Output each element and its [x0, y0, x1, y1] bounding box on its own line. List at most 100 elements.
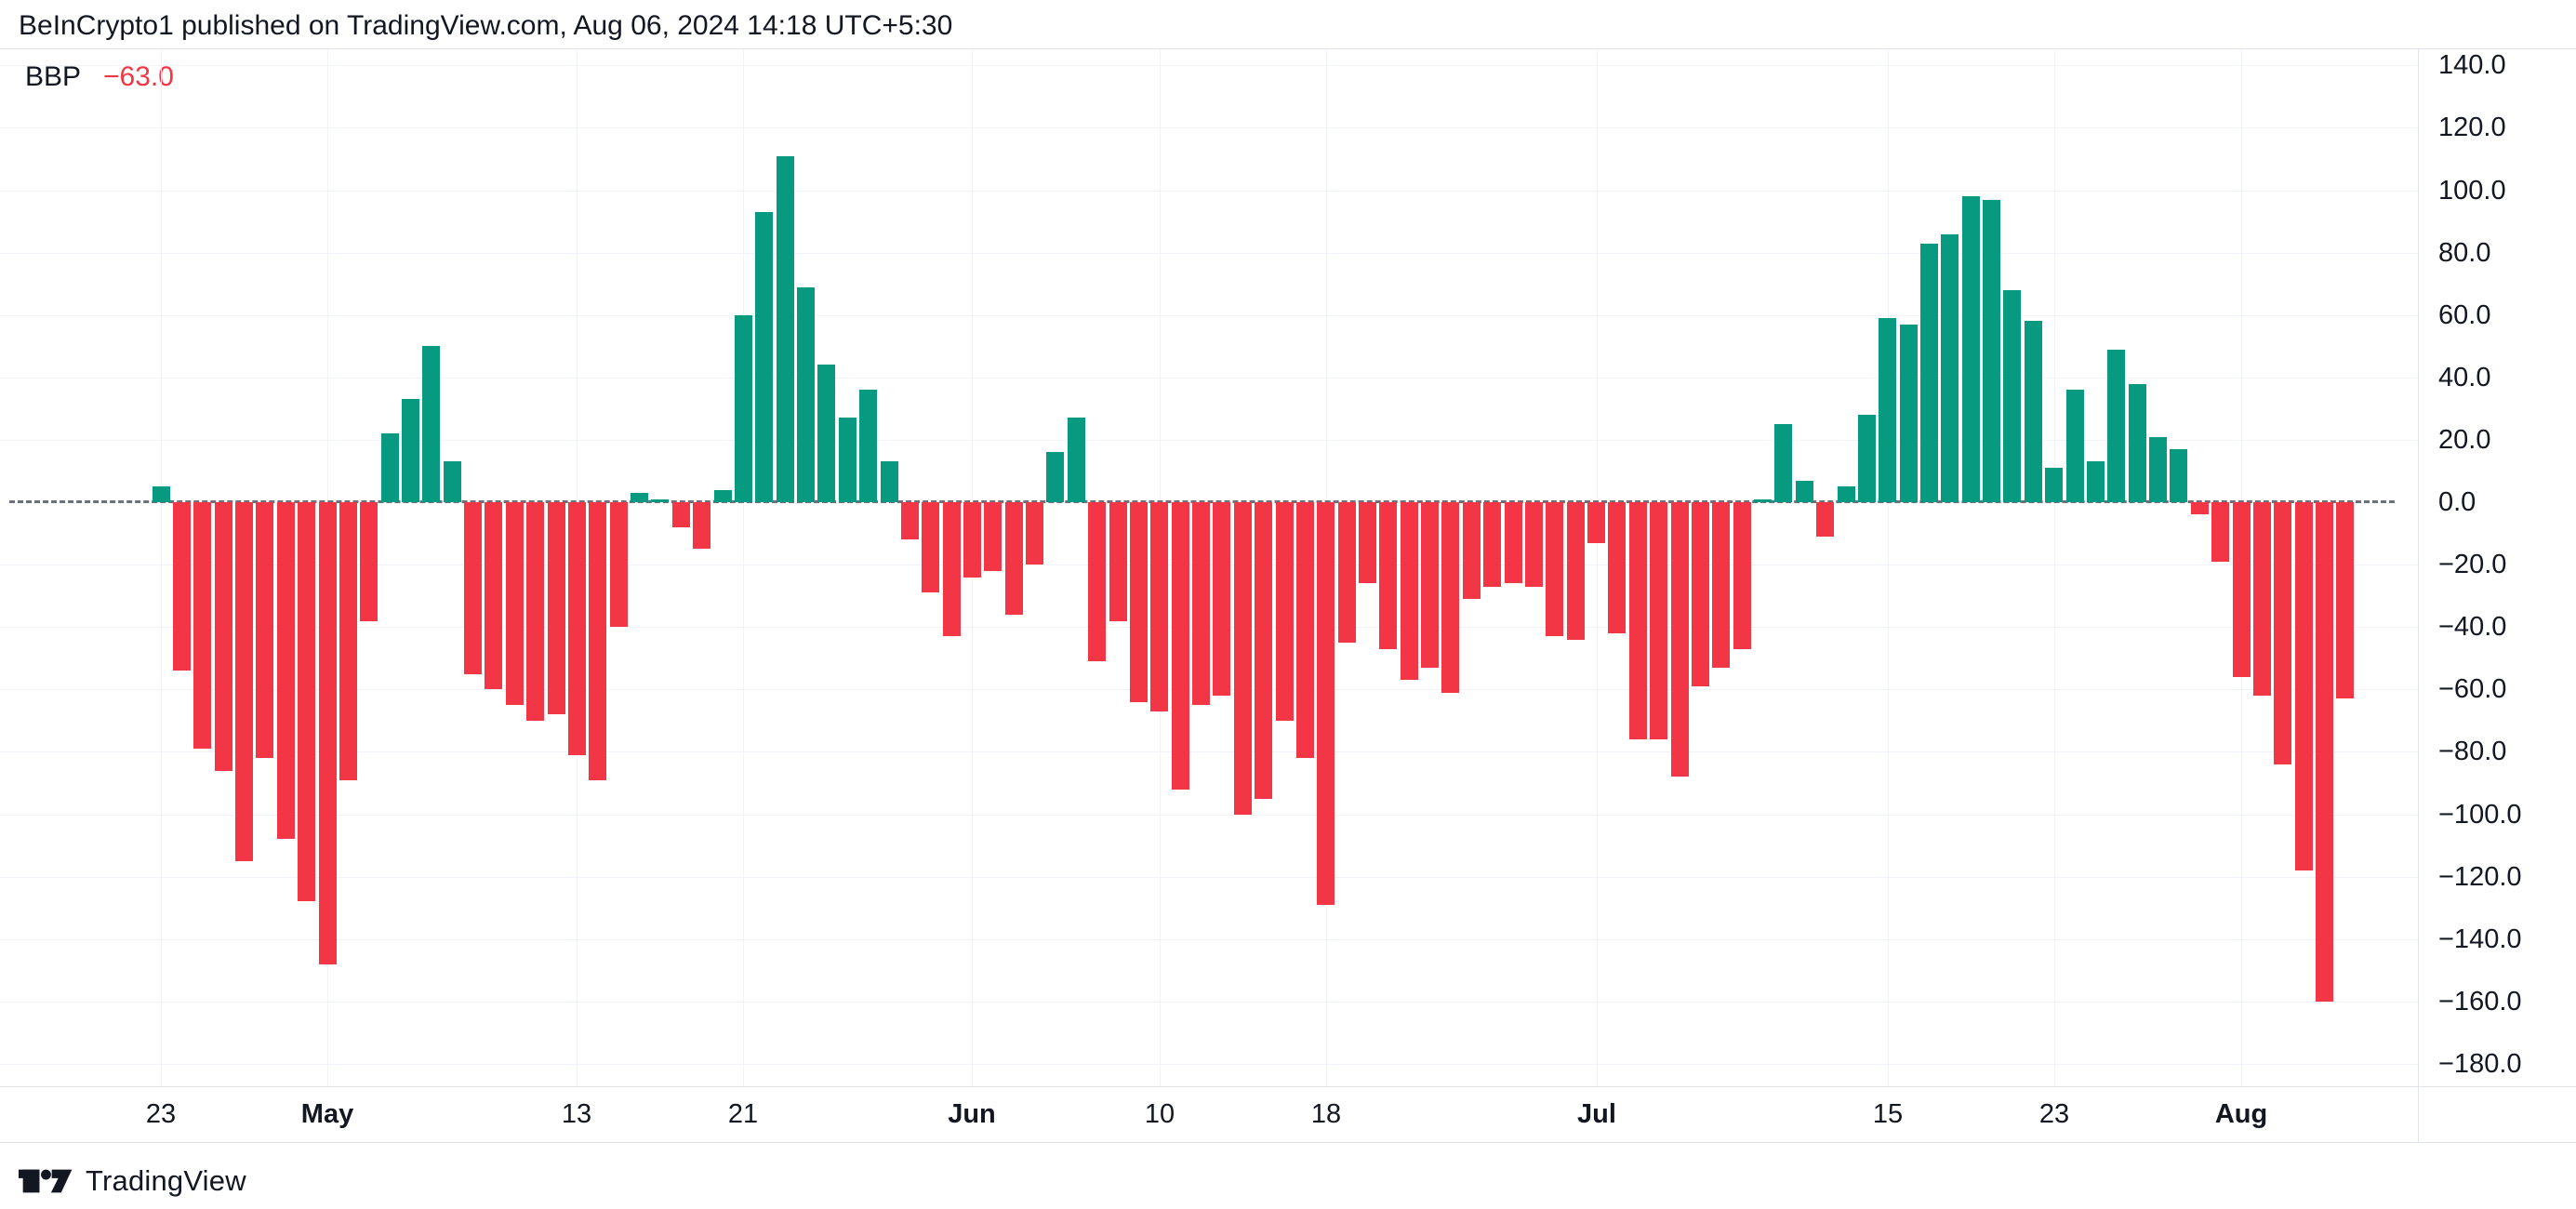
- y-gridline: [0, 938, 2418, 940]
- bbp-bar: [464, 502, 483, 674]
- y-gridline: [0, 814, 2418, 816]
- bbp-bar: [1961, 196, 1980, 502]
- y-gridline: [0, 377, 2418, 379]
- bbp-bar: [755, 212, 774, 502]
- bbp-bar: [797, 286, 815, 502]
- bbp-bar: [1337, 502, 1356, 643]
- bbp-bar: [443, 461, 461, 502]
- bbp-bar: [942, 502, 961, 637]
- y-gridline: [0, 65, 2418, 67]
- bbp-bar: [1566, 502, 1585, 640]
- x-gridline: [161, 49, 162, 1086]
- y-axis-label: 120.0: [2438, 113, 2506, 143]
- tradingview-logo[interactable]: TradingView: [19, 1162, 246, 1200]
- x-axis-label: May: [300, 1099, 354, 1129]
- bbp-bar: [671, 502, 690, 527]
- y-axis-label: −20.0: [2438, 550, 2507, 580]
- bbp-bar: [1608, 502, 1627, 633]
- y-axis-label: 20.0: [2438, 424, 2491, 455]
- bbp-bar: [693, 502, 711, 550]
- y-axis-label: 60.0: [2438, 299, 2491, 330]
- bbp-bar: [1524, 502, 1543, 587]
- indicator-legend[interactable]: BBP −63.0: [25, 61, 174, 93]
- y-gridline: [0, 252, 2418, 254]
- bbp-bar: [1359, 502, 1376, 584]
- bbp-bar: [422, 346, 441, 503]
- bbp-bar: [963, 502, 981, 578]
- indicator-value: −63.0: [103, 61, 174, 92]
- bbp-bar: [526, 502, 545, 721]
- x-axis-label: Aug: [2214, 1099, 2268, 1129]
- bbp-bar: [1816, 502, 1835, 537]
- y-gridline: [0, 751, 2418, 753]
- y-axis-label: −80.0: [2438, 737, 2507, 767]
- tradingview-mark-icon: [19, 1169, 73, 1193]
- bbp-bar: [1628, 502, 1647, 739]
- bbp-bar: [2045, 468, 2064, 502]
- bbp-bar: [2003, 289, 2022, 502]
- pane-top-border: [0, 48, 2576, 49]
- bbp-bar: [838, 418, 856, 502]
- bbp-bar: [1919, 243, 1938, 502]
- x-axis-label: 21: [727, 1099, 759, 1129]
- bbp-bar: [776, 155, 794, 502]
- bbp-bar: [1192, 502, 1210, 706]
- bbp-bar: [1983, 199, 2001, 502]
- y-axis-label: 80.0: [2438, 237, 2491, 268]
- bbp-bar: [984, 502, 1003, 571]
- bbp-bar: [2274, 502, 2292, 764]
- bbp-bar: [1899, 324, 1918, 502]
- bbp-bar: [2211, 502, 2230, 562]
- bbp-bar: [1275, 502, 1294, 721]
- y-axis-label: 100.0: [2438, 175, 2506, 206]
- tradingview-wordmark: TradingView: [86, 1164, 246, 1197]
- bbp-bar: [547, 502, 565, 715]
- bbp-bar: [2336, 502, 2355, 699]
- bbp-bar: [1837, 486, 1855, 502]
- bbp-bar: [609, 502, 628, 628]
- bbp-bar: [360, 502, 378, 621]
- bbp-bar: [1483, 502, 1502, 587]
- y-gridline: [0, 876, 2418, 878]
- bbp-bar: [2294, 502, 2313, 870]
- bbp-bar: [235, 502, 253, 861]
- y-axis-label: −40.0: [2438, 612, 2507, 643]
- bbp-bar: [1441, 502, 1460, 693]
- indicator-name: BBP: [25, 61, 82, 92]
- bottom-border: [0, 1142, 2576, 1143]
- bbp-bar: [1857, 415, 1876, 502]
- bbp-bar: [1171, 502, 1189, 790]
- bbp-bar: [1046, 452, 1065, 502]
- y-axis-label: −140.0: [2438, 923, 2522, 954]
- bbp-bar: [631, 492, 648, 502]
- bbp-bar: [734, 314, 752, 502]
- bbp-bar: [651, 498, 670, 502]
- x-axis-label: 15: [1872, 1099, 1904, 1129]
- bbp-bar: [193, 502, 212, 749]
- bbp-bar: [2316, 502, 2333, 1002]
- bbp-bar: [2149, 436, 2167, 502]
- bbp-bar: [339, 502, 357, 780]
- bbp-bar: [817, 365, 836, 502]
- x-gridline: [2054, 49, 2055, 1086]
- bbp-bar: [1129, 502, 1148, 702]
- bbp-bar: [2024, 321, 2042, 502]
- bbp-bar: [152, 486, 170, 502]
- bbp-bar: [1255, 502, 1273, 799]
- x-axis-label: 13: [561, 1099, 592, 1129]
- bbp-bar: [318, 502, 337, 964]
- bbp-bar: [1712, 502, 1731, 668]
- bbp-bar: [1754, 498, 1772, 502]
- x-axis-label: 18: [1310, 1099, 1342, 1129]
- y-gridline: [0, 314, 2418, 316]
- bbp-bar: [2065, 390, 2084, 502]
- x-gridline: [743, 49, 744, 1086]
- bbp-bar: [2190, 502, 2209, 515]
- x-gridline: [1597, 49, 1598, 1086]
- bbp-bar: [380, 433, 399, 502]
- bbp-bar: [1462, 502, 1481, 599]
- y-gridline: [0, 1001, 2418, 1003]
- bbp-bar: [1670, 502, 1689, 777]
- bbp-bar: [1295, 502, 1314, 759]
- bbp-bar: [1879, 318, 1897, 502]
